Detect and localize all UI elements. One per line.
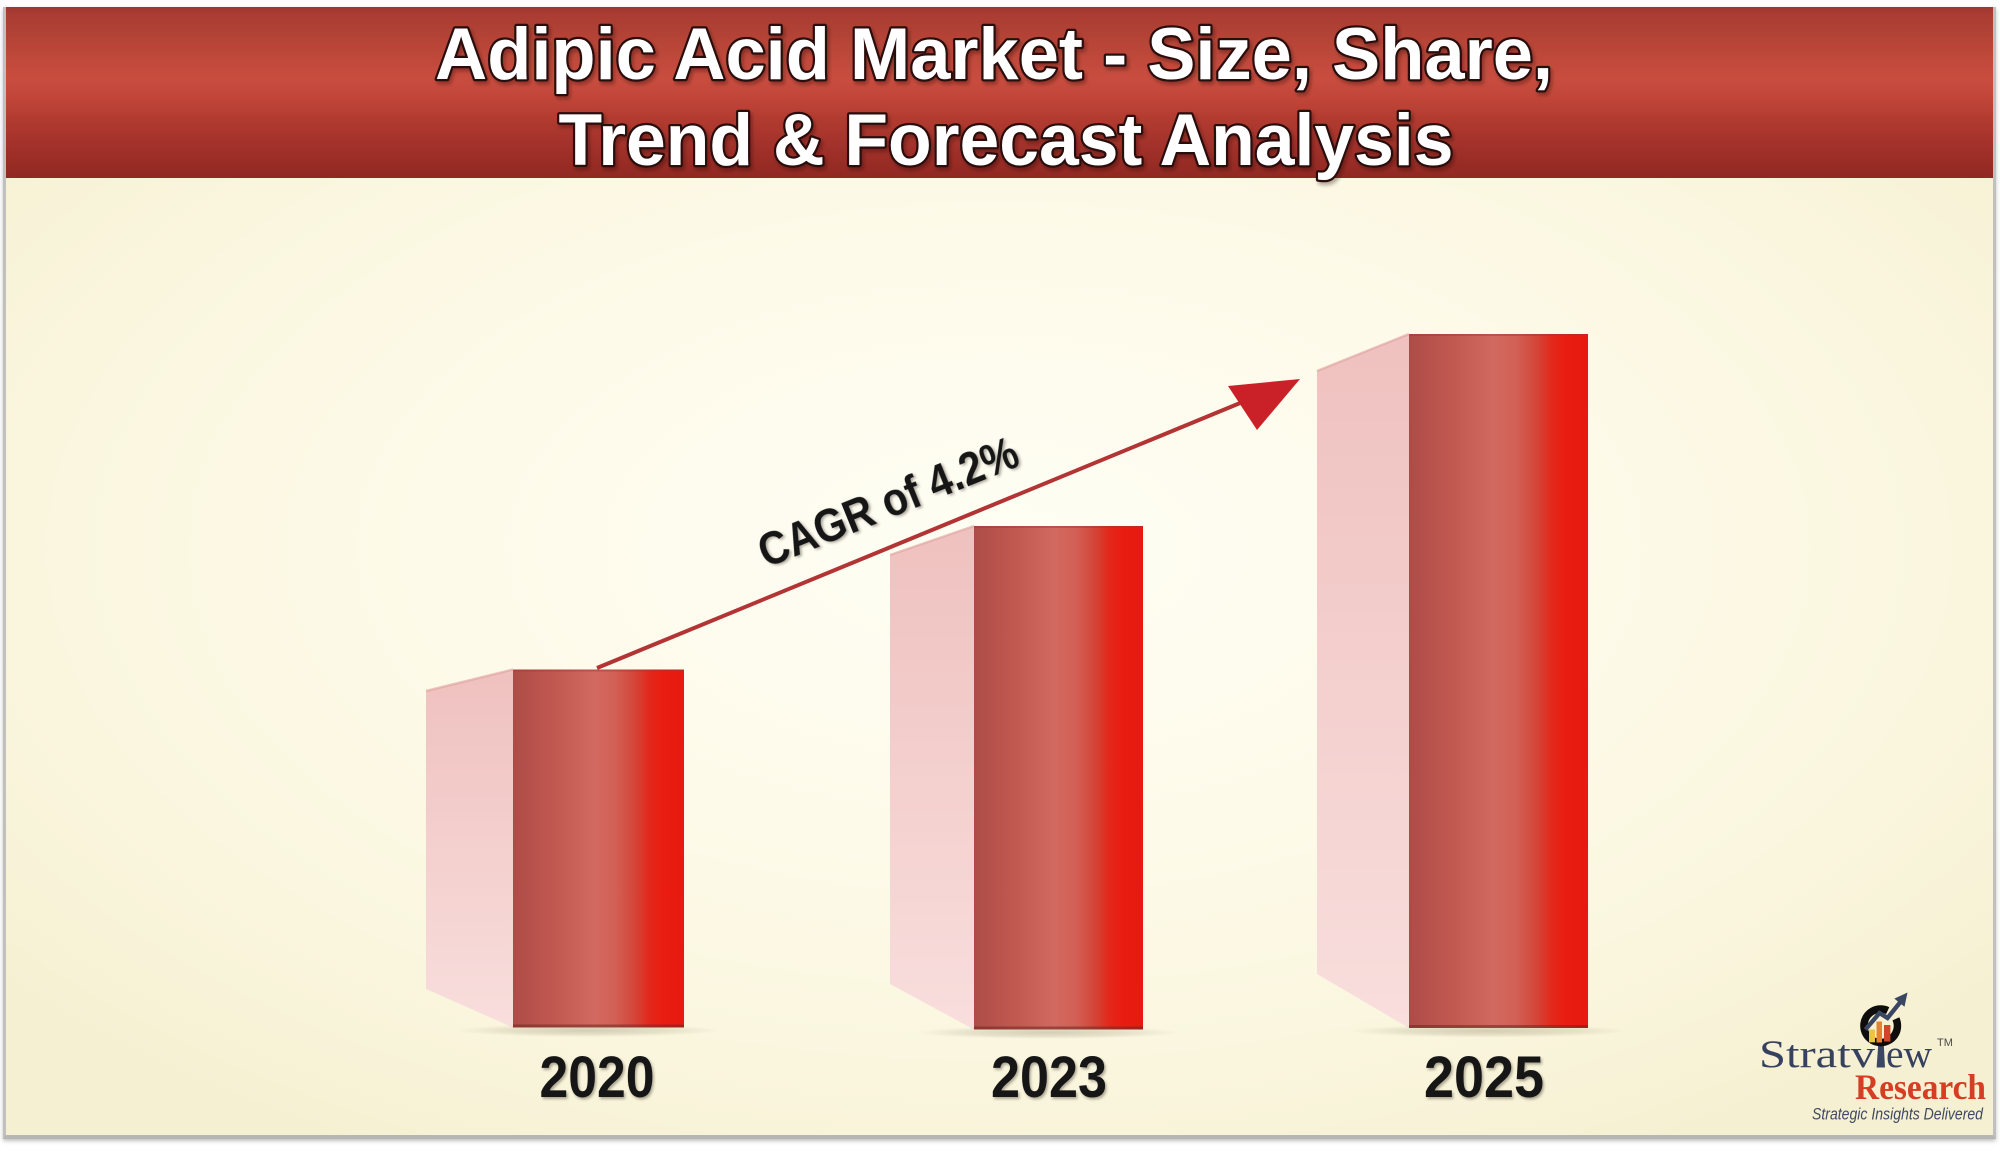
svg-text:2023: 2023 (991, 1045, 1107, 1110)
svg-text:TM: TM (1937, 1037, 1953, 1049)
svg-text:2025: 2025 (1424, 1045, 1544, 1110)
svg-text:Trend & Forecast Analysis: Trend & Forecast Analysis (559, 100, 1454, 181)
svg-text:Adipic Acid Market - Size, Sha: Adipic Acid Market - Size, Share, (435, 14, 1553, 95)
svg-text:Stratv: Stratv (1759, 1033, 1876, 1076)
svg-text:2020: 2020 (540, 1045, 655, 1110)
svg-text:Research: Research (1855, 1067, 1986, 1107)
svg-text:Strategic Insights Delivered: Strategic Insights Delivered (1812, 1105, 1983, 1124)
